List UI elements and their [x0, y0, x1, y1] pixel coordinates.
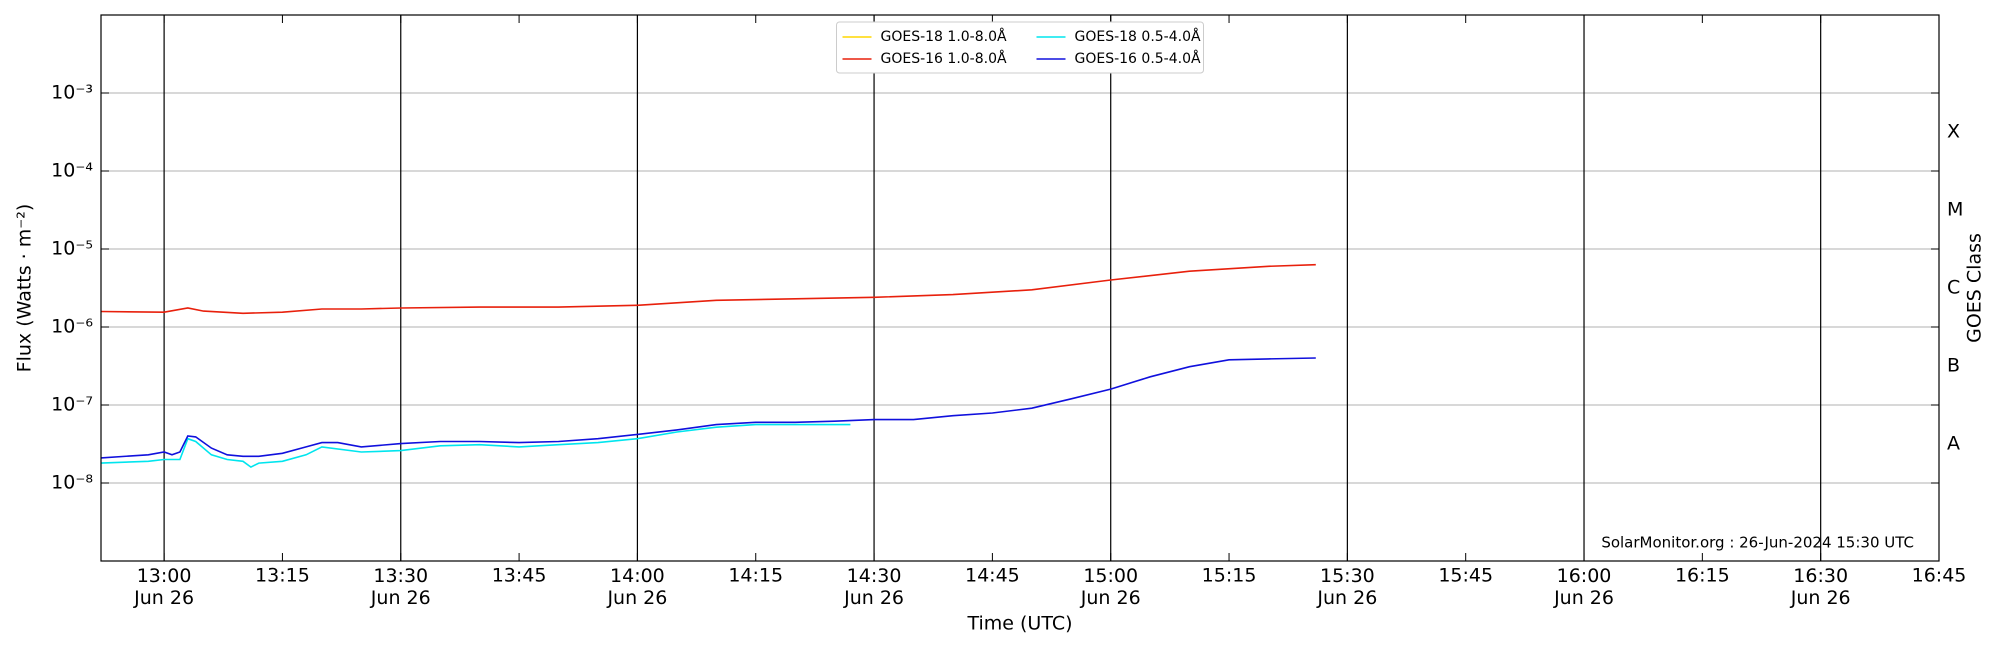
y2-axis-label: GOES Class — [1964, 233, 1986, 343]
y-tick-label: 10⁻³ — [51, 82, 93, 104]
x-tick-label: 14:45 — [965, 565, 1020, 587]
x-tick-label: 13:15 — [255, 565, 310, 587]
annotation: SolarMonitor.org : 26-Jun-2024 15:30 UTC — [1601, 534, 1914, 552]
x-tick-label: 13:45 — [492, 565, 547, 587]
y2-tick-label: C — [1947, 277, 1960, 299]
x-tick-label: 15:45 — [1438, 565, 1493, 587]
x-tick-label: 16:45 — [1912, 565, 1967, 587]
legend: GOES-18 1.0-8.0Å GOES-16 1.0-8.0Å GOES-18 … — [836, 21, 1204, 74]
y-axis-label: Flux (Watts · m⁻²) — [14, 204, 36, 373]
series-line — [100, 423, 851, 469]
plot-frame — [100, 14, 1940, 562]
y-tick-label: 10⁻⁶ — [51, 316, 93, 338]
x-tick-label: 14:00 Jun 26 — [606, 565, 667, 609]
y2-tick-label: X — [1947, 121, 1960, 143]
series-line — [100, 357, 1316, 459]
x-tick-label: 16:15 — [1675, 565, 1730, 587]
x-tick-label: 15:30 Jun 26 — [1316, 565, 1377, 609]
x-tick-label: 15:00 Jun 26 — [1080, 565, 1141, 609]
x-tick-label: 14:15 — [728, 565, 783, 587]
y-tick-label: 10⁻⁸ — [51, 472, 93, 494]
x-axis-label: Time (UTC) — [966, 613, 1072, 635]
y2-tick-label: M — [1947, 199, 1963, 221]
legend-label: GOES-18 0.5-4.0Å — [1075, 28, 1201, 45]
x-tick-label: 14:30 Jun 26 — [843, 565, 904, 609]
legend-label: GOES-18 1.0-8.0Å — [881, 28, 1007, 45]
series-line — [100, 263, 1316, 315]
x-tick-label: 13:30 Jun 26 — [370, 565, 431, 609]
legend-label: GOES-16 0.5-4.0Å — [1075, 50, 1201, 67]
y2-tick-label: B — [1947, 355, 1960, 377]
y-tick-label: 10⁻⁵ — [51, 238, 93, 260]
x-tick-label: 16:00 Jun 26 — [1553, 565, 1614, 609]
x-tick-label: 16:30 Jun 26 — [1790, 565, 1851, 609]
x-tick-label: 13:00 Jun 26 — [133, 565, 194, 609]
legend-box — [836, 21, 1204, 74]
y-tick-label: 10⁻⁷ — [51, 394, 93, 416]
y-tick-label: 10⁻⁴ — [51, 160, 93, 182]
x-tick-label: 15:15 — [1202, 565, 1257, 587]
legend-label: GOES-16 1.0-8.0Å — [881, 50, 1007, 67]
y2-tick-label: A — [1947, 433, 1960, 455]
